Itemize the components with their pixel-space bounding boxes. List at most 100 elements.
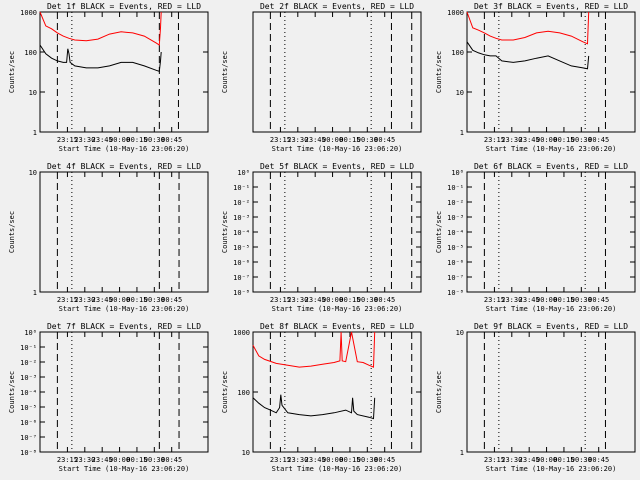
x-tick-label: 23:30: [74, 136, 95, 144]
y-tick-label: 10⁻¹: [233, 184, 250, 192]
y-tick-label: 10: [29, 169, 37, 177]
x-tick-label: 00:00: [322, 456, 343, 464]
x-tick-label: 23:30: [501, 136, 522, 144]
x-tick-label: 00:45: [161, 296, 182, 304]
x-tick-label: 00:45: [588, 136, 609, 144]
y-tick-label: 1: [33, 129, 37, 137]
x-tick-label: 23:15: [484, 456, 505, 464]
x-axis-label: Start Time (10-May-16 23:06:20): [486, 305, 617, 313]
plot-frame: [252, 331, 422, 453]
x-tick-label: 23:15: [484, 296, 505, 304]
series-line-lld: [39, 11, 162, 46]
y-tick-label: 10⁻³: [447, 214, 464, 222]
x-tick-label: 23:30: [287, 296, 308, 304]
y-tick-label: 10⁻⁸: [233, 289, 250, 297]
x-tick-label: 23:45: [519, 456, 540, 464]
y-tick-label: 10⁻¹: [20, 344, 37, 352]
series-line-events: [466, 41, 590, 70]
x-tick-label: 00:00: [322, 296, 343, 304]
panel-4f: Det 4f BLACK = Events, RED = LLD Start Ti…: [8, 162, 209, 313]
x-tick-label: 23:15: [270, 136, 291, 144]
y-tick-label: 10⁻¹: [447, 184, 464, 192]
panel-title: Det 4f BLACK = Events, RED = LLD: [47, 162, 201, 171]
panel-6f: Det 6f BLACK = Events, RED = LLD Start Ti…: [435, 162, 636, 313]
y-tick-label: 10⁻⁴: [20, 389, 37, 397]
y-tick-label: 10: [456, 329, 464, 337]
x-tick-label: 23:45: [519, 296, 540, 304]
x-tick-label: 23:45: [92, 456, 113, 464]
x-axis-label: Start Time (10-May-16 23:06:20): [272, 465, 403, 473]
x-tick-label: 00:15: [339, 136, 360, 144]
x-axis-label: Start Time (10-May-16 23:06:20): [486, 465, 617, 473]
x-tick-label: 23:30: [287, 456, 308, 464]
y-tick-label: 100: [24, 49, 37, 57]
x-tick-label: 00:00: [322, 136, 343, 144]
y-tick-label: 10⁻⁵: [447, 244, 464, 252]
x-tick-label: 00:45: [588, 456, 609, 464]
x-tick-label: 23:45: [92, 296, 113, 304]
y-tick-label: 1000: [447, 9, 464, 17]
x-tick-label: 00:45: [374, 136, 395, 144]
panel-9f: Det 9f BLACK = Events, RED = LLD Start Ti…: [435, 322, 636, 473]
x-tick-label: 23:15: [270, 296, 291, 304]
y-tick-label: 10⁻³: [233, 214, 250, 222]
x-tick-label: 23:15: [57, 136, 78, 144]
y-tick-label: 1: [460, 129, 464, 137]
plot-frame: [39, 331, 209, 453]
panel-title: Det 8f BLACK = Events, RED = LLD: [260, 322, 414, 331]
x-tick-label: 00:30: [357, 136, 378, 144]
y-axis-label: Counts/sec: [8, 51, 16, 93]
x-tick-label: 00:00: [536, 296, 557, 304]
x-tick-label: 00:30: [571, 136, 592, 144]
y-tick-label: 100: [237, 389, 250, 397]
x-axis-label: Start Time (10-May-16 23:06:20): [59, 465, 190, 473]
x-axis-label: Start Time (10-May-16 23:06:20): [59, 145, 190, 153]
y-tick-label: 10⁻⁵: [20, 404, 37, 412]
y-axis-label: Counts/sec: [435, 211, 443, 253]
y-tick-label: 10: [29, 89, 37, 97]
x-tick-label: 23:15: [57, 456, 78, 464]
y-tick-label: 1: [460, 449, 464, 457]
plot-frame: [466, 171, 636, 293]
x-tick-label: 00:45: [588, 296, 609, 304]
y-axis-label: Counts/sec: [435, 371, 443, 413]
panel-title: Det 9f BLACK = Events, RED = LLD: [474, 322, 628, 331]
x-tick-label: 00:30: [571, 296, 592, 304]
panel-7f: Det 7f BLACK = Events, RED = LLD Start Ti…: [8, 322, 209, 473]
x-axis-label: Start Time (10-May-16 23:06:20): [486, 145, 617, 153]
panel-1f: Det 1f BLACK = Events, RED = LLD Start Ti…: [8, 2, 209, 153]
x-tick-label: 00:15: [553, 456, 574, 464]
x-tick-label: 00:15: [126, 136, 147, 144]
panel-title: Det 7f BLACK = Events, RED = LLD: [47, 322, 201, 331]
x-tick-label: 23:15: [270, 456, 291, 464]
y-tick-label: 10⁻²: [20, 359, 37, 367]
x-tick-label: 00:00: [109, 456, 130, 464]
plot-frame: [252, 171, 422, 293]
y-tick-label: 10⁻⁷: [447, 274, 464, 282]
plot-frame: [39, 11, 209, 133]
series-line-lld: [466, 11, 590, 45]
x-tick-label: 00:15: [126, 456, 147, 464]
y-tick-label: 10⁻²: [233, 199, 250, 207]
x-tick-label: 00:15: [553, 136, 574, 144]
panel-2f: Det 2f BLACK = Events, RED = LLD Start Ti…: [221, 2, 422, 153]
x-axis-label: Start Time (10-May-16 23:06:20): [272, 145, 403, 153]
x-tick-label: 00:30: [144, 296, 165, 304]
panel-title: Det 1f BLACK = Events, RED = LLD: [47, 2, 201, 11]
x-axis-label: Start Time (10-May-16 23:06:20): [59, 305, 190, 313]
plot-frame: [39, 171, 209, 293]
panel-3f: Det 3f BLACK = Events, RED = LLD Start Ti…: [435, 2, 636, 153]
y-tick-label: 10⁻⁸: [447, 289, 464, 297]
plot-frame: [466, 11, 636, 133]
x-tick-label: 23:30: [501, 456, 522, 464]
y-axis-label: Counts/sec: [8, 371, 16, 413]
y-tick-label: 1000: [233, 329, 250, 337]
x-tick-label: 00:00: [536, 456, 557, 464]
x-tick-label: 00:30: [571, 456, 592, 464]
x-tick-label: 23:15: [484, 136, 505, 144]
y-tick-label: 10⁻³: [20, 374, 37, 382]
y-axis-label: Counts/sec: [435, 51, 443, 93]
x-tick-label: 00:15: [339, 296, 360, 304]
series-line-events: [252, 394, 376, 420]
x-axis-label: Start Time (10-May-16 23:06:20): [272, 305, 403, 313]
